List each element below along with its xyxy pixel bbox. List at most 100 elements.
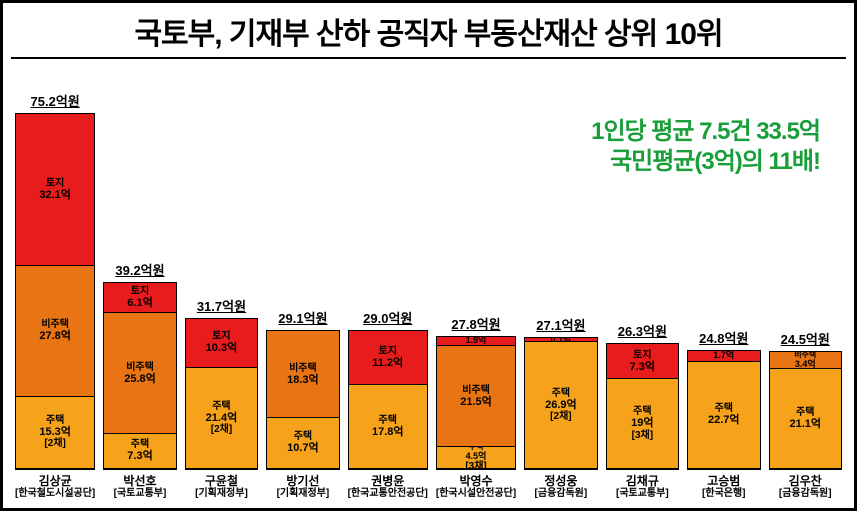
segment-value: 10.7억 [287, 442, 319, 454]
person-org: [한국철도시설공단] [15, 488, 95, 500]
bar-chart: 1인당 평균 7.5건 33.5억 국민평균(3억)의 11배! 75.2억원주… [11, 57, 846, 500]
bar-total-label: 39.2억원 [115, 260, 164, 279]
person-name: 구윤철 [185, 474, 258, 488]
segment-extra: [2채] [550, 411, 571, 422]
person-org: [기획재정부] [266, 488, 339, 500]
bar-column: 24.5억원주택21.1억비주택3.4억김우찬[금융감독원] [769, 329, 842, 500]
bar-total-label: 27.8억원 [451, 314, 500, 333]
segment-value: 19억 [631, 417, 653, 429]
bar-stack: 주택17.8억토지11.2억 [348, 330, 428, 467]
person-name: 권병윤 [348, 474, 428, 488]
segment-value: 25.8억 [124, 373, 156, 385]
bar-segment-land: 토지10.3억 [186, 319, 257, 367]
person-org: [금융감독원] [524, 488, 597, 500]
segment-value: 21.5억 [460, 396, 492, 408]
segment-value: 21.1억 [789, 418, 821, 430]
bar-total-label: 29.0억원 [363, 308, 412, 327]
bar-segment-land: 토지6.1억 [104, 283, 175, 312]
segment-label: 토지 [131, 286, 149, 297]
x-axis-label: 박영수[한국시설안전공단] [436, 468, 516, 500]
person-name: 고승범 [687, 474, 760, 488]
segment-label: 비주택 [289, 363, 317, 374]
bar-segment-land: 토지1.9억 [437, 337, 515, 346]
segment-value: 1.7억 [713, 351, 734, 361]
bar-total-label: 24.8억원 [699, 328, 748, 347]
bar-stack: 주택19억[3채]토지7.3억 [606, 343, 679, 468]
bar-segment-nonhouse: 비주택21.5억 [437, 345, 515, 446]
bar-segment-nonhouse: 비주택3.4억 [770, 352, 841, 368]
bar-column: 31.7억원주택21.4억[2채] 토지10.3억구윤철[기획재정부] [185, 296, 258, 500]
segment-label: 비주택 [126, 362, 154, 373]
segment-value: 1.9억 [466, 337, 487, 346]
segment-extra: [3채] [632, 430, 653, 441]
bar-segment-house: 주택4.5억[3채] [437, 446, 515, 467]
bar-column: 27.8억원주택4.5억[3채]비주택21.5억토지1.9억박영수[한국시설안전… [436, 314, 516, 501]
person-org: [국토교통부] [606, 488, 679, 500]
segment-label: 주택 [212, 401, 230, 412]
segment-label: 주택 [796, 407, 814, 418]
bar-segment-house: 주택21.1억 [770, 368, 841, 467]
subhead-line2: 국민평균(3억)의 11배! [591, 147, 820, 177]
bar-segment-house: 주택17.8억 [349, 384, 427, 468]
segment-label: 비주택 [462, 385, 490, 396]
segment-value: 21.4억 [206, 412, 238, 424]
segment-label: 토지 [46, 178, 64, 189]
subhead-line1: 1인당 평균 7.5건 33.5억 [591, 117, 820, 147]
bar-stack: 주택4.5억[3채]비주택21.5억토지1.9억 [436, 336, 516, 468]
bar-segment-land: 토지11.2억 [349, 331, 427, 384]
person-name: 김상균 [15, 474, 95, 488]
bar-column: 26.3억원주택19억[3채]토지7.3억김채규[국토교통부] [606, 321, 679, 500]
segment-value: 22.7억 [708, 414, 740, 426]
segment-extra: [2채] [211, 424, 232, 435]
segment-value: 7.3억 [630, 361, 655, 373]
x-axis-label: 박선호[국토교통부] [103, 468, 176, 500]
bar-segment-house: 주택15.3억[2채] [16, 396, 94, 468]
person-name: 정성웅 [524, 474, 597, 488]
chart-title: 국토부, 기재부 산하 공직자 부동산재산 상위 10위 [11, 9, 846, 53]
bar-segment-house: 주택7.3억 [104, 433, 175, 467]
person-name: 김채규 [606, 474, 679, 488]
segment-value: 32.1억 [39, 189, 71, 201]
bar-column: 75.2억원주택15.3억[2채]비주택27.8억토지32.1억김상균[한국철도… [15, 91, 95, 500]
bar-total-label: 27.1억원 [536, 315, 585, 334]
bar-total-label: 31.7억원 [197, 296, 246, 315]
bar-stack: 주택15.3억[2채]비주택27.8억토지32.1억 [15, 113, 95, 467]
person-org: [한국교통안전공단] [348, 488, 428, 500]
person-org: [한국은행] [687, 488, 760, 500]
bar-segment-nonhouse: 비주택27.8억 [16, 265, 94, 396]
bar-column: 27.1억원주택26.9억[2채]토지0.1억정성웅[금융감독원] [524, 315, 597, 500]
chart-frame: 국토부, 기재부 산하 공직자 부동산재산 상위 10위 1인당 평균 7.5건… [0, 0, 857, 511]
segment-value: 11.2억 [372, 357, 403, 369]
segment-value: 27.8억 [39, 330, 71, 342]
x-axis-label: 정성웅[금융감독원] [524, 468, 597, 500]
person-name: 박선호 [103, 474, 176, 488]
x-axis-label: 권병윤[한국교통안전공단] [348, 468, 428, 500]
segment-label: 주택 [552, 388, 570, 399]
segment-value: 7.3억 [127, 450, 152, 462]
bar-segment-house: 주택26.9억[2채] [525, 341, 596, 467]
bar-segment-house: 주택19억[3채] [607, 378, 678, 467]
segment-label: 주택 [294, 431, 312, 442]
bar-stack: 주택10.7억비주택18.3억 [266, 330, 339, 467]
bar-segment-house: 주택10.7억 [267, 417, 338, 467]
segment-label: 토지 [633, 350, 651, 361]
segment-label: 주택 [715, 403, 733, 414]
bar-column: 24.8억원주택22.7억토지1.7억고승범[한국은행] [687, 328, 760, 500]
bar-segment-house: 주택22.7억 [688, 361, 759, 468]
person-name: 박영수 [436, 474, 516, 488]
segment-value: 10.3억 [206, 342, 238, 354]
person-org: [금융감독원] [769, 488, 842, 500]
bar-column: 29.1억원주택10.7억비주택18.3억방기선[기획재정부] [266, 308, 339, 500]
person-org: [기획재정부] [185, 488, 258, 500]
x-axis-label: 방기선[기획재정부] [266, 468, 339, 500]
x-axis-label: 김채규[국토교통부] [606, 468, 679, 500]
segment-label: 주택 [379, 415, 397, 426]
chart-subhead: 1인당 평균 7.5건 33.5억 국민평균(3억)의 11배! [591, 117, 820, 177]
person-name: 김우찬 [769, 474, 842, 488]
bar-segment-land: 토지7.3억 [607, 344, 678, 378]
bar-segment-land: 토지32.1억 [16, 114, 94, 265]
segment-label: 비주택 [41, 319, 69, 330]
person-org: [국토교통부] [103, 488, 176, 500]
x-axis-label: 구윤철[기획재정부] [185, 468, 258, 500]
segment-value: 3.4억 [795, 360, 816, 369]
